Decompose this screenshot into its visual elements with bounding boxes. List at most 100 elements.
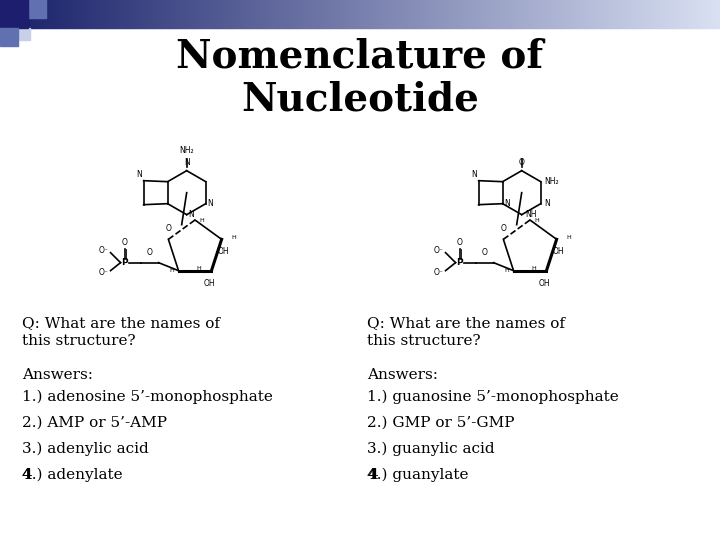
Bar [430, 0, 431, 28]
Bar [361, 0, 362, 28]
Bar [608, 0, 609, 28]
Bar [656, 0, 657, 28]
Bar [375, 0, 376, 28]
Bar [513, 0, 514, 28]
Bar [337, 0, 338, 28]
Bar [18, 28, 30, 40]
Bar [315, 0, 316, 28]
Bar [493, 0, 494, 28]
Bar [659, 0, 660, 28]
Bar [61, 0, 62, 28]
Bar [50, 0, 51, 28]
Bar [42, 0, 43, 28]
Text: H: H [534, 218, 539, 222]
Bar [294, 0, 295, 28]
Bar [599, 0, 600, 28]
Bar [667, 0, 668, 28]
Bar [187, 0, 188, 28]
Bar [531, 0, 532, 28]
Bar [311, 0, 312, 28]
Bar [3, 0, 4, 28]
Bar [254, 0, 255, 28]
Bar [412, 0, 413, 28]
Bar [477, 0, 478, 28]
Text: 2.) AMP or 5’-AMP: 2.) AMP or 5’-AMP [22, 416, 166, 430]
Bar [439, 0, 440, 28]
Bar [300, 0, 301, 28]
Bar [416, 0, 417, 28]
Bar [616, 0, 617, 28]
Bar [445, 0, 446, 28]
Bar [392, 0, 393, 28]
Bar [377, 0, 378, 28]
Bar [239, 0, 240, 28]
Text: O: O [147, 248, 153, 256]
Bar [498, 0, 499, 28]
Bar [640, 0, 641, 28]
Bar [523, 0, 524, 28]
Bar [170, 0, 171, 28]
Bar [657, 0, 658, 28]
Bar [629, 0, 630, 28]
Bar [649, 0, 650, 28]
Bar [284, 0, 285, 28]
Bar [595, 0, 596, 28]
Bar [389, 0, 390, 28]
Bar [711, 0, 712, 28]
Bar [209, 0, 210, 28]
Bar [380, 0, 381, 28]
Bar [51, 0, 52, 28]
Bar [194, 0, 195, 28]
Bar [622, 0, 623, 28]
Bar [710, 0, 711, 28]
Bar [508, 0, 509, 28]
Text: 4: 4 [22, 468, 32, 482]
Bar [157, 0, 158, 28]
Text: OH: OH [553, 247, 564, 256]
Bar [89, 0, 90, 28]
Bar [555, 0, 556, 28]
Bar [191, 0, 192, 28]
Bar [115, 0, 116, 28]
Bar [29, 0, 30, 28]
Bar [638, 0, 639, 28]
Bar [459, 0, 460, 28]
Bar [160, 0, 161, 28]
Bar [23, 0, 24, 28]
Bar [0, 0, 1, 28]
Bar [650, 0, 651, 28]
Bar [60, 0, 61, 28]
Bar [332, 0, 333, 28]
Bar [236, 0, 237, 28]
Bar [140, 0, 141, 28]
Bar [542, 0, 543, 28]
Bar [381, 0, 382, 28]
Bar [686, 0, 687, 28]
Bar [631, 0, 632, 28]
Bar [641, 0, 642, 28]
Bar [535, 0, 536, 28]
Text: Q: What are the names of
this structure?: Q: What are the names of this structure? [22, 316, 220, 348]
Bar [591, 0, 592, 28]
Bar [15, 0, 16, 28]
Bar [561, 0, 562, 28]
Bar [417, 0, 418, 28]
Bar [344, 0, 345, 28]
Bar [386, 0, 387, 28]
Bar [706, 0, 707, 28]
Bar [418, 0, 419, 28]
Bar [59, 0, 60, 28]
Bar [135, 0, 136, 28]
Text: O: O [122, 238, 127, 247]
Bar [414, 0, 415, 28]
Bar [590, 0, 591, 28]
Bar [169, 0, 170, 28]
Bar [516, 0, 517, 28]
Bar [362, 0, 363, 28]
Bar [429, 0, 430, 28]
Bar [266, 0, 267, 28]
Bar [119, 0, 120, 28]
Bar [433, 0, 434, 28]
Text: H: H [567, 235, 572, 240]
Bar [355, 0, 356, 28]
